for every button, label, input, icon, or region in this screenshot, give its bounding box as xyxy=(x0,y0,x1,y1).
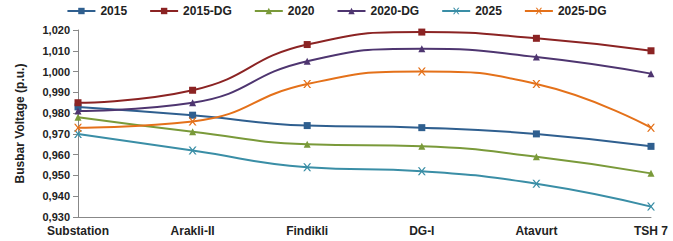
svg-text:TSH 7: TSH 7 xyxy=(634,224,668,238)
svg-text:0,950: 0,950 xyxy=(42,169,70,181)
svg-text:0,930: 0,930 xyxy=(42,211,70,223)
svg-text:Substation: Substation xyxy=(47,224,109,238)
svg-text:Findikli: Findikli xyxy=(286,224,328,238)
svg-text:1,000: 1,000 xyxy=(42,66,70,78)
svg-text:2020-DG: 2020-DG xyxy=(371,4,420,18)
svg-text:0,940: 0,940 xyxy=(42,190,70,202)
svg-text:2020: 2020 xyxy=(288,4,315,18)
svg-text:2015-DG: 2015-DG xyxy=(183,4,232,18)
svg-text:0,980: 0,980 xyxy=(42,107,70,119)
svg-text:0,990: 0,990 xyxy=(42,86,70,98)
svg-text:Arakli-II: Arakli-II xyxy=(171,224,215,238)
svg-text:1,010: 1,010 xyxy=(42,45,70,57)
svg-text:0,960: 0,960 xyxy=(42,149,70,161)
svg-text:0,970: 0,970 xyxy=(42,128,70,140)
svg-text:2025-DG: 2025-DG xyxy=(558,4,607,18)
svg-text:Busbar Voltage (p.u.): Busbar Voltage (p.u.) xyxy=(13,64,27,184)
svg-text:Atavurt: Atavurt xyxy=(515,224,557,238)
svg-text:1,020: 1,020 xyxy=(42,24,70,36)
svg-text:2015: 2015 xyxy=(100,4,127,18)
svg-text:DG-I: DG-I xyxy=(409,224,434,238)
svg-text:2025: 2025 xyxy=(475,4,502,18)
